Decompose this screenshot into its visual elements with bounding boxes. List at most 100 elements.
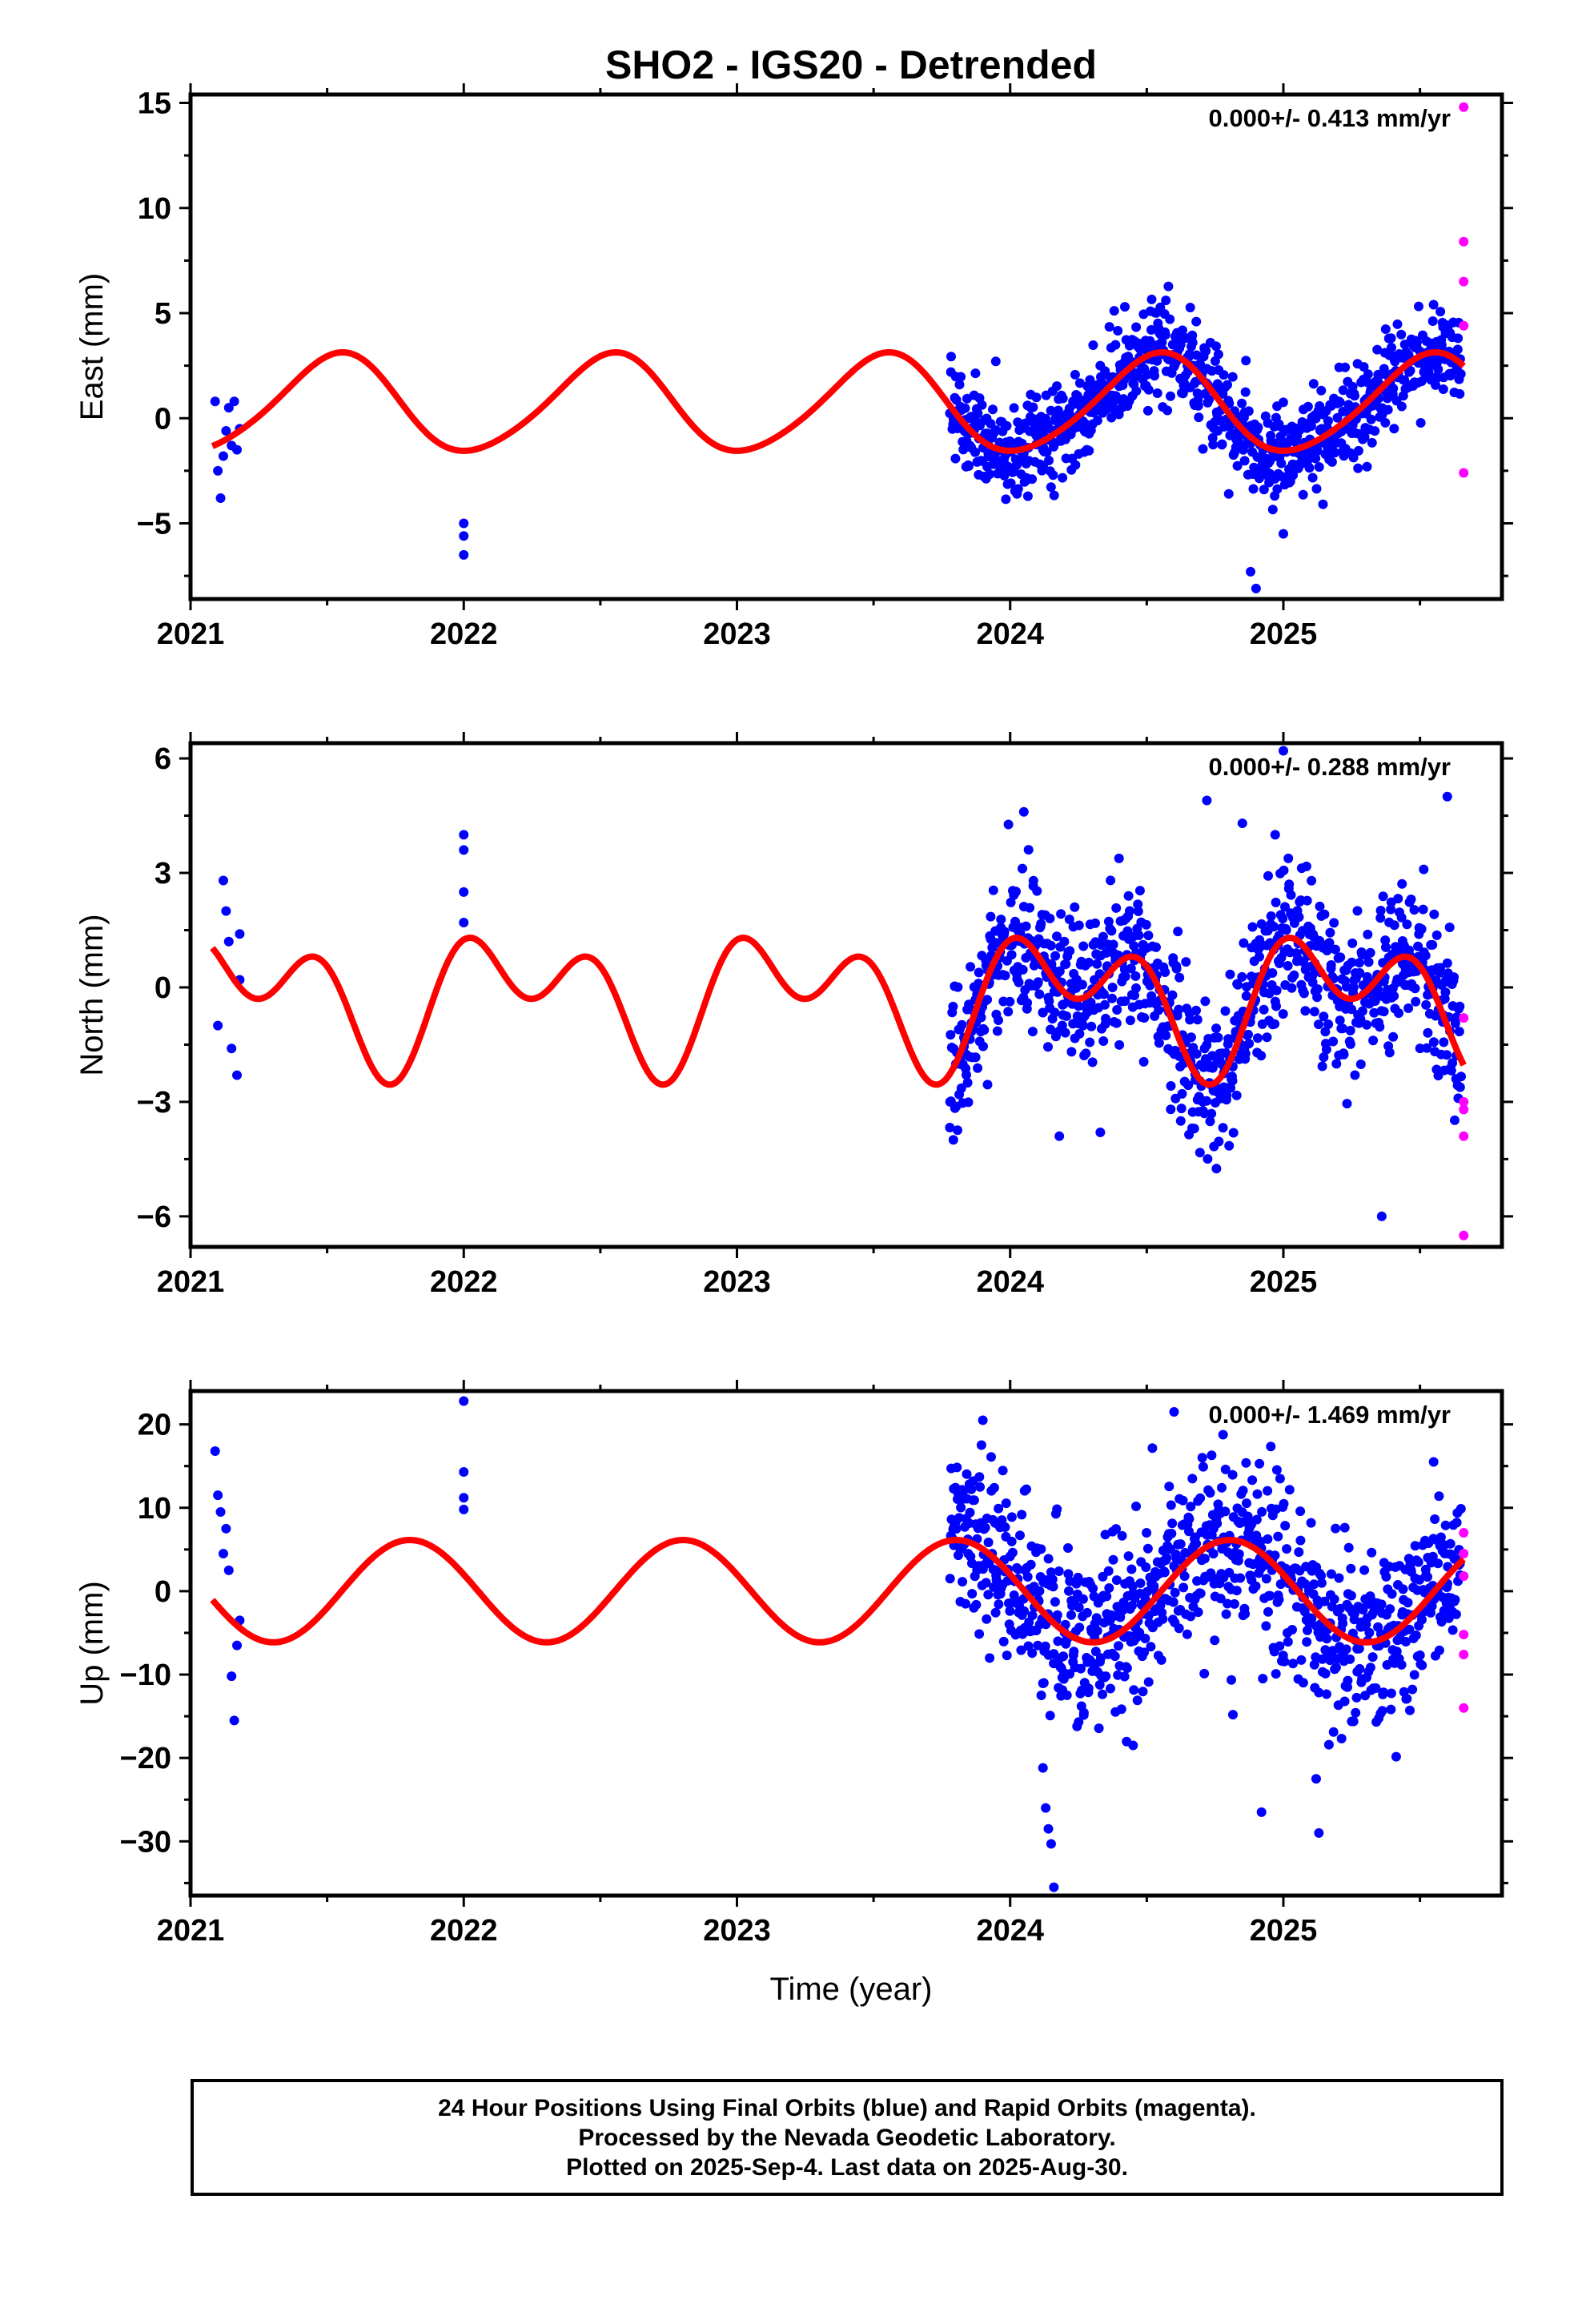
east-x-tick-label: 2024 xyxy=(976,617,1044,651)
up-final-point xyxy=(1193,1607,1203,1618)
up-final-point xyxy=(1168,1597,1178,1607)
north-final-point xyxy=(1239,938,1249,948)
east-final-point xyxy=(1162,405,1173,416)
east-final-point xyxy=(1223,489,1234,499)
north-final-point xyxy=(1084,957,1094,967)
north-final-point xyxy=(1064,915,1074,924)
east-final-point xyxy=(1405,365,1415,376)
east-rapid-point xyxy=(1459,320,1469,331)
up-final-point xyxy=(1007,1547,1018,1558)
up-final-point xyxy=(1328,1727,1339,1737)
east-final-point xyxy=(970,447,980,457)
chart-title: SHO2 - IGS20 - Detrended xyxy=(605,42,1097,87)
north-final-point xyxy=(1225,969,1235,979)
north-final-point xyxy=(1010,916,1020,927)
up-x-tick-label: 2025 xyxy=(1250,1914,1318,1948)
east-final-point xyxy=(232,444,243,455)
north-final-point xyxy=(1397,879,1407,889)
up-final-point xyxy=(1015,1530,1025,1541)
north-final-point xyxy=(1380,935,1391,946)
up-final-point xyxy=(1227,1675,1236,1685)
east-rapid-point xyxy=(1459,102,1469,112)
east-final-point xyxy=(988,404,998,415)
up-final-point xyxy=(990,1607,1001,1618)
north-final-point xyxy=(1138,1056,1149,1067)
north-final-point xyxy=(1200,996,1211,1007)
up-final-point xyxy=(1207,1450,1217,1461)
up-final-point xyxy=(1309,1579,1319,1590)
up-final-point xyxy=(1217,1482,1227,1493)
north-final-point xyxy=(1454,1027,1464,1037)
north-final-point xyxy=(1098,989,1109,999)
east-final-point xyxy=(1166,391,1175,401)
north-final-point xyxy=(1269,922,1279,932)
up-final-point xyxy=(1164,1482,1174,1492)
up-final-point xyxy=(1167,1518,1178,1529)
east-final-point xyxy=(1295,425,1305,436)
up-final-point xyxy=(1354,1643,1364,1654)
east-final-point xyxy=(1455,388,1465,399)
east-final-point xyxy=(1399,340,1410,350)
north-final-point xyxy=(1402,919,1412,930)
up-final-point xyxy=(971,1599,982,1610)
up-final-point xyxy=(1147,1443,1158,1454)
north-final-point xyxy=(1271,985,1282,995)
up-final-point xyxy=(1169,1407,1179,1417)
up-final-point xyxy=(1064,1586,1074,1596)
north-final-point xyxy=(1455,1001,1465,1011)
east-final-point xyxy=(1359,432,1370,442)
up-final-point xyxy=(459,1467,469,1478)
north-final-point xyxy=(1018,964,1028,975)
north-final-point xyxy=(1312,984,1323,995)
east-final-point xyxy=(973,408,983,419)
north-final-point xyxy=(1440,987,1451,997)
north-final-point xyxy=(1065,946,1075,956)
up-final-point xyxy=(1284,1485,1295,1495)
north-final-point xyxy=(1389,991,1399,1001)
up-final-point xyxy=(1036,1544,1046,1554)
up-final-point xyxy=(1452,1518,1462,1528)
up-final-point xyxy=(1355,1663,1365,1674)
up-final-point xyxy=(1396,1659,1407,1670)
north-final-point xyxy=(1133,907,1143,916)
up-final-point xyxy=(1323,1739,1334,1750)
north-final-point xyxy=(1166,1081,1176,1091)
north-final-point xyxy=(1267,968,1278,978)
up-final-point xyxy=(1294,1547,1304,1558)
up-final-point xyxy=(1252,1489,1263,1499)
up-final-point xyxy=(213,1490,223,1501)
north-final-point xyxy=(982,1080,993,1090)
east-final-point xyxy=(1340,362,1351,372)
north-final-point xyxy=(1003,819,1014,830)
east-final-point xyxy=(223,403,234,413)
east-final-point xyxy=(1248,484,1259,494)
up-final-point xyxy=(1296,1655,1307,1665)
north-final-point xyxy=(1050,1007,1060,1018)
up-final-point xyxy=(1351,1707,1361,1718)
north-final-point xyxy=(1421,999,1431,1010)
up-final-point xyxy=(1027,1648,1038,1659)
up-final-point xyxy=(1038,1763,1048,1773)
east-x-tick-label: 2025 xyxy=(1250,617,1318,651)
north-final-point xyxy=(1237,818,1247,829)
up-final-point xyxy=(218,1549,228,1559)
up-y-tick-label: 10 xyxy=(138,1492,171,1526)
east-final-point xyxy=(1201,346,1211,356)
up-final-point xyxy=(1280,1521,1291,1531)
up-final-point xyxy=(1326,1569,1336,1579)
east-final-point xyxy=(1165,314,1175,324)
east-final-point xyxy=(970,368,981,379)
north-final-point xyxy=(1052,931,1062,942)
up-final-point xyxy=(1052,1610,1062,1620)
east-final-point xyxy=(1312,445,1323,456)
up-final-point xyxy=(1247,1475,1258,1486)
up-final-point xyxy=(1251,1514,1262,1525)
north-final-point xyxy=(1283,853,1294,863)
up-final-point xyxy=(1078,1707,1089,1718)
up-final-point xyxy=(1208,1549,1219,1559)
east-final-point xyxy=(1028,402,1038,412)
up-final-point xyxy=(1170,1587,1180,1598)
north-final-point xyxy=(1021,921,1031,931)
north-final-point xyxy=(1320,1027,1331,1037)
north-final-point xyxy=(1247,922,1258,932)
